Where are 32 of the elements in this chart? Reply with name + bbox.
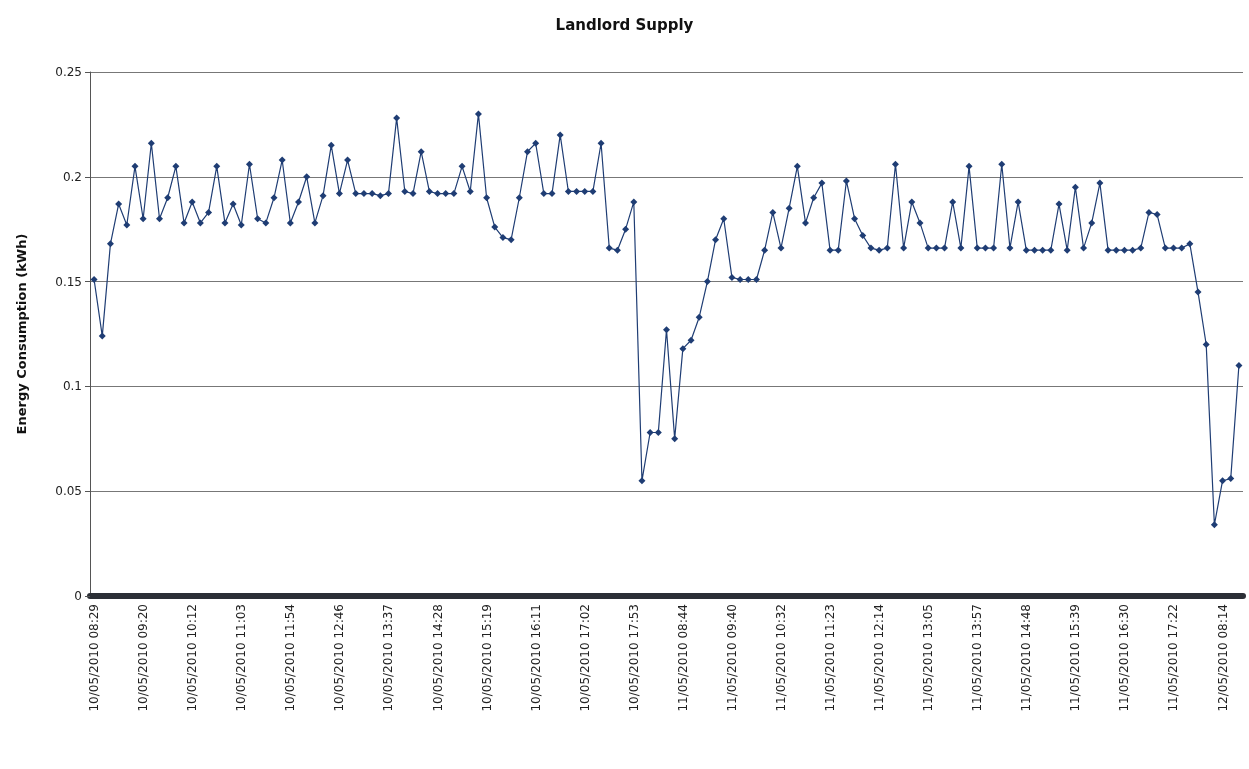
x-tick-label: 10/05/2010 16:11 (528, 604, 543, 712)
x-tick-label: 10/05/2010 08:29 (87, 604, 102, 712)
x-tick-label: 11/05/2010 12:14 (872, 604, 887, 712)
x-tick-label: 11/05/2010 13:05 (921, 604, 936, 712)
x-tick-label: 10/05/2010 12:46 (332, 604, 347, 712)
y-tick-label: 0.05 (55, 484, 82, 499)
x-tick-label: 10/05/2010 13:37 (381, 604, 396, 712)
x-tick-label: 11/05/2010 13:57 (970, 604, 985, 712)
y-tick-label: 0 (74, 589, 82, 603)
x-tick-label: 10/05/2010 17:02 (577, 604, 592, 712)
x-tick-label: 11/05/2010 09:40 (724, 604, 739, 712)
x-tick-label: 10/05/2010 17:53 (626, 604, 641, 712)
x-tick-label: 12/05/2010 08:14 (1215, 604, 1230, 712)
x-tick-label: 11/05/2010 14:48 (1019, 604, 1034, 712)
y-axis-title: Energy Consumption (kWh) (14, 233, 29, 435)
x-tick-label: 10/05/2010 11:03 (234, 604, 249, 712)
x-tick-label: 11/05/2010 08:44 (675, 604, 690, 712)
x-tick-label: 10/05/2010 14:28 (430, 604, 445, 712)
x-tick-label: 11/05/2010 16:30 (1117, 604, 1132, 712)
x-tick-label: 10/05/2010 15:19 (479, 604, 494, 712)
x-tick-label: 11/05/2010 15:39 (1068, 604, 1083, 712)
x-tick-label: 11/05/2010 10:32 (773, 604, 788, 712)
x-tick-label: 10/05/2010 10:12 (185, 604, 200, 712)
y-tick-label: 0.25 (55, 65, 82, 79)
chart-title: Landlord Supply (555, 15, 694, 34)
y-tick-label: 0.2 (62, 169, 82, 184)
x-tick-label: 11/05/2010 17:22 (1166, 604, 1181, 712)
x-tick-label: 11/05/2010 11:23 (823, 604, 838, 712)
y-tick-label: 0.15 (55, 274, 82, 289)
x-tick-label: 10/05/2010 09:20 (136, 604, 151, 712)
y-tick-label: 0.1 (62, 379, 82, 394)
x-tick-label: 10/05/2010 11:54 (283, 604, 298, 712)
